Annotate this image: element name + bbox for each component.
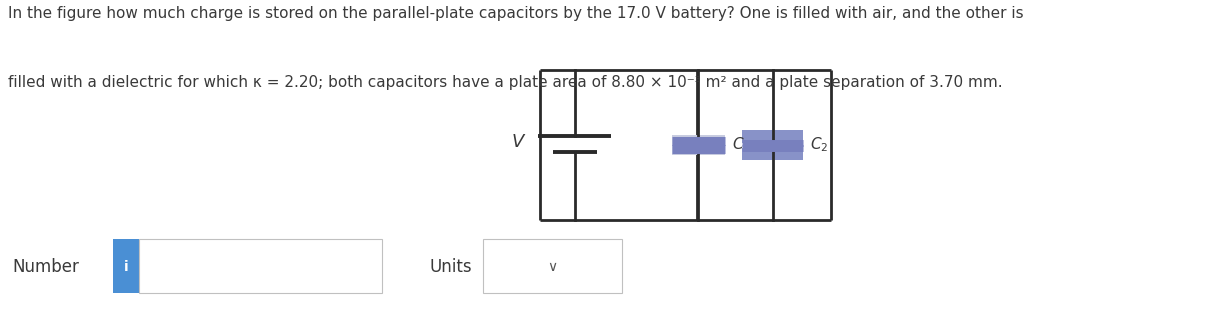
Text: $C_1$: $C_1$ bbox=[733, 136, 751, 154]
Text: i: i bbox=[124, 260, 129, 274]
FancyBboxPatch shape bbox=[672, 135, 725, 155]
FancyBboxPatch shape bbox=[742, 148, 803, 160]
Text: ∨: ∨ bbox=[547, 260, 558, 274]
Text: $V$: $V$ bbox=[511, 133, 526, 151]
Text: Number: Number bbox=[12, 258, 79, 276]
Text: $C_2$: $C_2$ bbox=[810, 136, 828, 154]
Text: In the figure how much charge is stored on the parallel-plate capacitors by the : In the figure how much charge is stored … bbox=[8, 6, 1024, 21]
FancyBboxPatch shape bbox=[742, 130, 803, 143]
Text: Units: Units bbox=[429, 258, 472, 276]
FancyBboxPatch shape bbox=[483, 239, 622, 293]
FancyBboxPatch shape bbox=[139, 239, 382, 293]
Text: filled with a dielectric for which κ = 2.20; both capacitors have a plate area o: filled with a dielectric for which κ = 2… bbox=[8, 75, 1003, 90]
FancyBboxPatch shape bbox=[113, 239, 139, 293]
